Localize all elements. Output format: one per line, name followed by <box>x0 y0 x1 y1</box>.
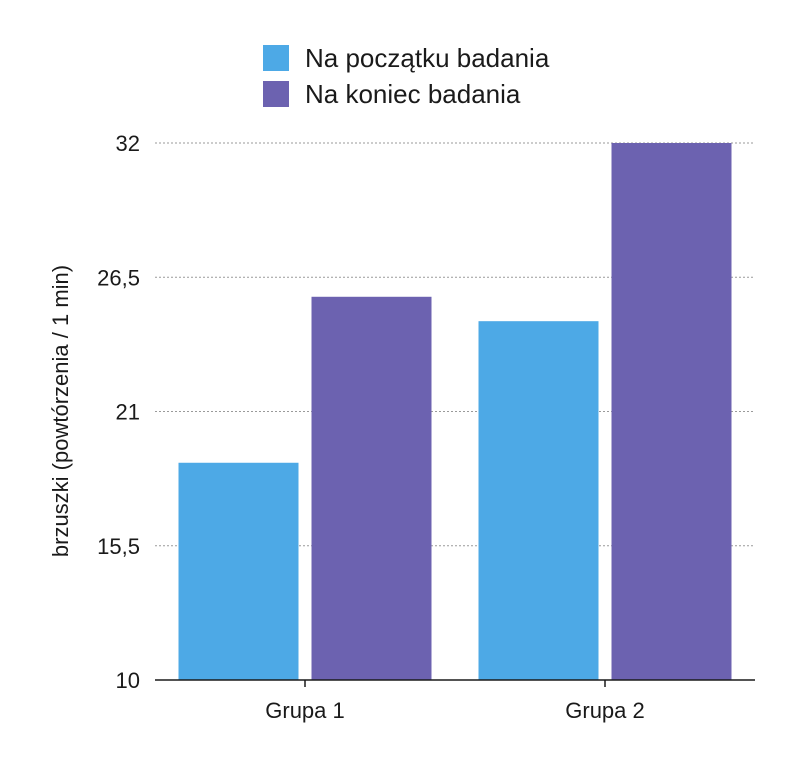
x-axis-ticks: Grupa 1 Grupa 2 <box>265 680 645 723</box>
y-tick-label: 32 <box>116 131 140 156</box>
x-tick-label: Grupa 2 <box>565 698 645 723</box>
y-axis-title: brzuszki (powtórzenia / 1 min) <box>48 265 73 557</box>
bar <box>311 296 432 680</box>
bar <box>478 321 599 680</box>
y-tick-label: 10 <box>116 668 140 693</box>
y-tick-label: 26,5 <box>97 265 140 290</box>
y-axis-ticks: 10 15,5 21 26,5 32 <box>97 131 140 693</box>
bars <box>178 143 732 680</box>
x-tick-label: Grupa 1 <box>265 698 345 723</box>
legend-label: Na koniec badania <box>305 79 521 109</box>
legend-swatch <box>263 45 289 71</box>
legend-label: Na początku badania <box>305 43 550 73</box>
bar <box>611 143 732 680</box>
legend: Na początku badania Na koniec badania <box>263 43 550 109</box>
y-tick-label: 21 <box>116 400 140 425</box>
y-tick-label: 15,5 <box>97 534 140 559</box>
bar <box>178 462 299 680</box>
legend-swatch <box>263 81 289 107</box>
